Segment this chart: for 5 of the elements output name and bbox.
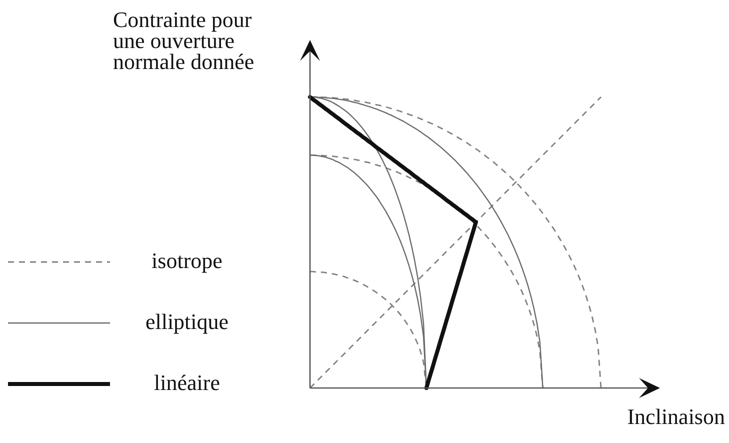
legend-label: elliptique xyxy=(145,309,229,334)
x-axis-title: Inclinaison xyxy=(627,404,725,429)
legend-label: isotrope xyxy=(152,248,222,273)
legend-label: linéaire xyxy=(154,370,220,395)
y-axis-title: Contrainte pour une ouverture normale donnée xyxy=(113,7,254,74)
